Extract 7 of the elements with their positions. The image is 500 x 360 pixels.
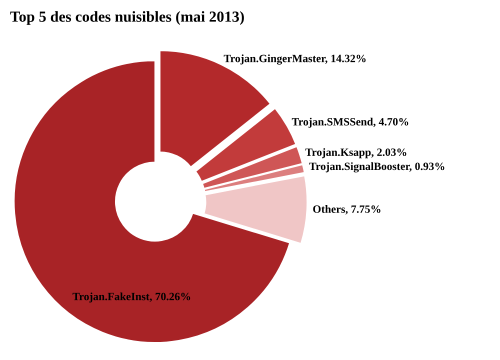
chart-title: Top 5 des codes nuisibles (mai 2013): [10, 11, 244, 25]
slice-label: Trojan.SignalBooster, 0.93%: [309, 162, 444, 172]
slice-label: Others, 7.75%: [313, 205, 380, 214]
slice-label: Trojan.Ksapp, 2.03%: [305, 148, 406, 158]
slice-label: Trojan.FakeInst, 70.26%: [72, 292, 190, 303]
slice-label: Trojan.SMSSend, 4.70%: [292, 118, 408, 128]
slice-label: Trojan.GingerMaster, 14.32%: [224, 54, 366, 65]
